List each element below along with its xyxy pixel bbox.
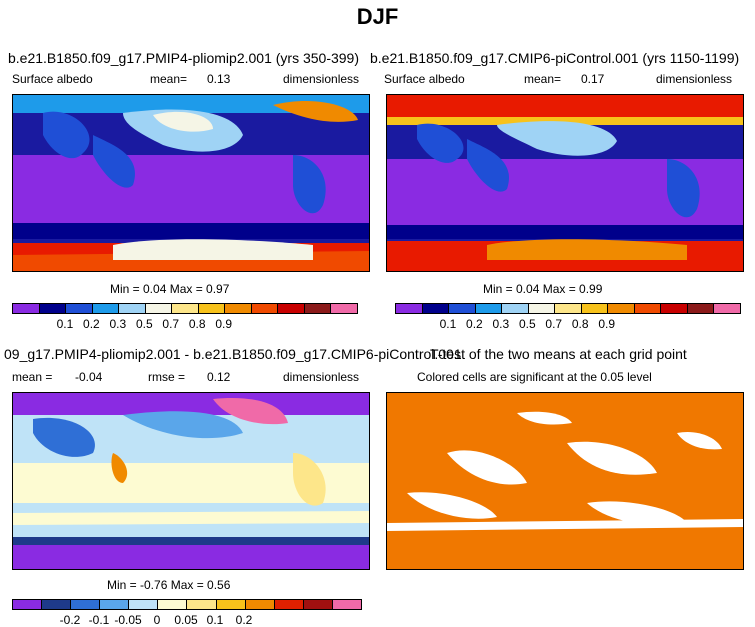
panel4-title: T-test of the two means at each grid poi… xyxy=(430,346,687,362)
panel3-rmse-label: rmse = xyxy=(148,370,186,384)
colorbar-tick-label: 0.1 xyxy=(56,317,74,331)
panel2-mean: 0.17 xyxy=(581,72,605,86)
colorbar-tick-label: 0.2 xyxy=(466,317,483,331)
colorbar-tick-label: 0.9 xyxy=(215,317,233,331)
colorbar-tick-label: 0 xyxy=(153,613,161,627)
colorbar-tick-label: 0.5 xyxy=(518,317,536,331)
colorbar-swatch xyxy=(278,304,305,313)
colorbar-swatch xyxy=(449,304,476,313)
panel3-map xyxy=(12,392,370,570)
colorbar-swatch xyxy=(608,304,635,313)
colorbar-swatch xyxy=(422,304,450,313)
colorbar-swatch xyxy=(661,304,688,313)
panel2-title: b.e21.B1850.f09_g17.CMIP6-piControl.001 … xyxy=(370,50,740,66)
colorbar-swatch xyxy=(225,304,252,313)
panel1-map xyxy=(12,94,370,272)
colorbar-swatch xyxy=(475,304,503,313)
panel1-minmax: Min = 0.04 Max = 0.97 xyxy=(110,282,230,296)
panel1-title: b.e21.B1850.f09_g17.PMIP4-pliomip2.001 (… xyxy=(8,50,359,66)
colorbar-swatch xyxy=(303,600,333,609)
colorbar-swatch xyxy=(129,600,159,609)
colorbar-swatch xyxy=(172,304,199,313)
colorbar-tick-label: 0.8 xyxy=(571,317,589,331)
colorbar-swatch xyxy=(332,600,361,609)
panel2-map xyxy=(386,94,744,272)
panel3-mean: -0.04 xyxy=(75,370,103,384)
panel3-title: 09_g17.PMIP4-pliomip2.001 - b.e21.B1850.… xyxy=(4,346,462,362)
colorbar-swatch xyxy=(13,600,43,609)
panel3-minmax: Min = -0.76 Max = 0.56 xyxy=(107,578,231,592)
panel4-map xyxy=(386,392,744,570)
colorbar-swatch xyxy=(555,304,582,313)
panel2-mean-label: mean= xyxy=(524,72,562,86)
colorbar-tick-label: 0.1 xyxy=(439,317,457,331)
colorbar-swatch xyxy=(396,304,423,313)
colorbar-swatch xyxy=(304,304,332,313)
colorbar-tick-label: 0.2 xyxy=(83,317,100,331)
panel3-colorbar xyxy=(12,599,362,610)
colorbar-swatch xyxy=(71,600,101,609)
colorbar-swatch xyxy=(245,600,275,609)
panel1-mean: 0.13 xyxy=(207,72,231,86)
colorbar-tick-label: 0.8 xyxy=(188,317,206,331)
panel3-mean-label: mean = xyxy=(12,370,53,384)
colorbar-swatch xyxy=(274,600,304,609)
colorbar-swatch xyxy=(42,600,72,609)
colorbar-swatch xyxy=(687,304,715,313)
colorbar-tick-label: 0.05 xyxy=(174,613,198,627)
colorbar-tick-label: 0.7 xyxy=(162,317,180,331)
colorbar-tick-label: -0.1 xyxy=(88,613,110,627)
panel1-colorbar xyxy=(12,303,358,314)
colorbar-tick-label: 0.9 xyxy=(598,317,616,331)
colorbar-tick-label: 0.3 xyxy=(109,317,127,331)
colorbar-swatch xyxy=(198,304,226,313)
colorbar-swatch xyxy=(145,304,173,313)
colorbar-tick-label: 0.7 xyxy=(545,317,563,331)
colorbar-swatch xyxy=(100,600,130,609)
colorbar-swatch xyxy=(714,304,740,313)
colorbar-tick-label: 0.2 xyxy=(235,613,253,627)
colorbar-tick-label: 0.1 xyxy=(206,613,224,627)
colorbar-swatch xyxy=(187,600,217,609)
colorbar-tick-label: 0.5 xyxy=(135,317,153,331)
colorbar-tick-label: 0.3 xyxy=(492,317,510,331)
panel1-variable: Surface albedo xyxy=(12,72,93,86)
colorbar-tick-label: -0.05 xyxy=(114,613,142,627)
colorbar-swatch xyxy=(251,304,279,313)
panel2-units: dimensionless xyxy=(656,72,733,86)
colorbar-swatch xyxy=(13,304,40,313)
panel3-rmse: 0.12 xyxy=(207,370,231,384)
colorbar-swatch xyxy=(528,304,556,313)
panel1-units: dimensionless xyxy=(283,72,360,86)
colorbar-swatch xyxy=(634,304,662,313)
colorbar-swatch xyxy=(502,304,529,313)
panel2-minmax: Min = 0.04 Max = 0.99 xyxy=(483,282,603,296)
panel1-mean-label: mean= xyxy=(150,72,188,86)
panel4-subtitle: Colored cells are significant at the 0.0… xyxy=(417,370,652,384)
colorbar-swatch xyxy=(66,304,93,313)
colorbar-swatch xyxy=(39,304,67,313)
figure-title: DJF xyxy=(356,4,399,29)
colorbar-swatch xyxy=(331,304,357,313)
colorbar-tick-label: -0.2 xyxy=(59,613,81,627)
colorbar-swatch xyxy=(158,600,188,609)
panel3-units: dimensionless xyxy=(283,370,360,384)
colorbar-swatch xyxy=(119,304,146,313)
panel2-variable: Surface albedo xyxy=(384,72,465,86)
colorbar-swatch xyxy=(581,304,609,313)
colorbar-swatch xyxy=(216,600,246,609)
panel2-colorbar xyxy=(395,303,741,314)
colorbar-swatch xyxy=(92,304,120,313)
